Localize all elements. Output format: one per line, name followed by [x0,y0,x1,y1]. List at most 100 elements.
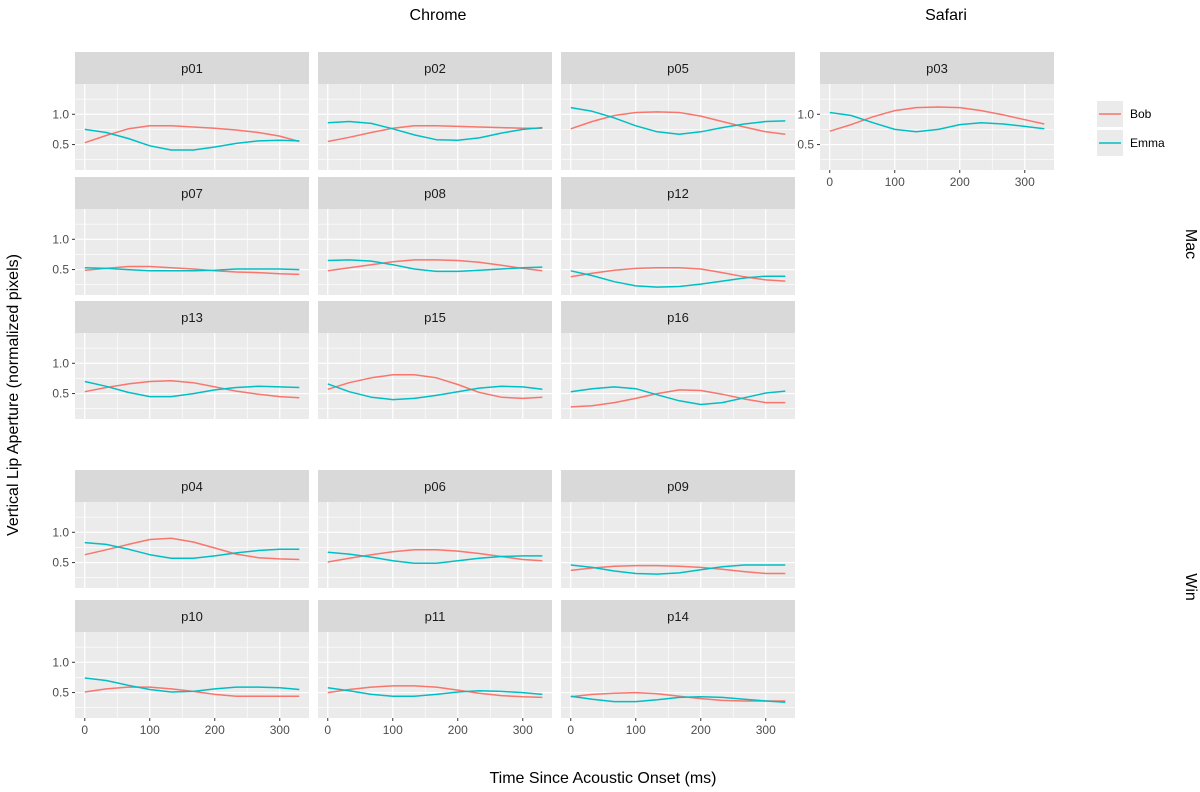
x-tick-label: 300 [756,723,776,737]
panel-p04: p04 0.5 1.0 [52,470,309,588]
y-tick-label: 1.0 [52,356,69,370]
panel-background [318,84,552,170]
panel-strip [75,301,309,333]
x-tick-label: 0 [826,175,833,189]
panel-title: p01 [181,61,203,76]
panel-p09: p09 [561,470,795,588]
panel-strip [75,470,309,502]
legend-label-emma: Emma [1130,136,1165,150]
panel-strip [318,177,552,209]
series-line-emma [327,551,543,564]
series-line-bob [829,106,1045,132]
column-group-label-safari: Safari [925,7,967,24]
panel-background [75,333,309,419]
panel-strip [318,600,552,632]
panel-strip [318,470,552,502]
panel-strip [561,301,795,333]
x-tick-label: 0 [567,723,574,737]
panel-title: p14 [667,609,689,624]
panel-title: p13 [181,310,203,325]
x-tick-label: 0 [324,723,331,737]
panel-title: p04 [181,479,203,494]
panel-background [561,632,795,718]
y-axis-title: Vertical Lip Aperture (normalized pixels… [5,254,22,536]
y-tick-label: 0.5 [52,387,69,401]
column-group-label-chrome: Chrome [410,7,467,24]
y-tick-label: 1.0 [52,107,69,121]
series-line-emma [327,120,543,142]
panel-background [318,502,552,588]
panel-p11: p11 0 100 200 300 [318,600,552,737]
panel-background [75,632,309,718]
y-tick-label: 0.5 [52,138,69,152]
panel-background [75,502,309,588]
panel-p10: p10 0.5 1.0 0 100 200 300 [52,600,309,737]
x-tick-label: 200 [950,175,970,189]
panel-title: p11 [425,609,446,624]
x-tick-label: 200 [448,723,468,737]
series-line-emma [84,128,300,151]
panel-background [318,209,552,295]
x-tick-label: 300 [1015,175,1035,189]
series-line-bob [570,111,786,136]
x-tick-label: 200 [205,723,225,737]
x-tick-label: 200 [691,723,711,737]
panel-title: p10 [181,609,203,624]
panel-p13: p13 0.5 1.0 [52,301,309,419]
panel-p05: p05 [561,52,795,170]
panel-background [318,333,552,419]
facet-panels: p01 0.5 1.0 p02 p05 p03 0.5 1.0 0 100 200 300 p07 0.5… [52,52,1054,737]
series-line-emma [327,686,543,697]
panel-strip [75,600,309,632]
panel-strip [561,470,795,502]
legend: Bob Emma [1097,101,1165,156]
panel-title: p08 [424,186,446,201]
x-axis-title: Time Since Acoustic Onset (ms) [489,770,716,787]
series-line-emma [327,383,543,401]
panel-p06: p06 [318,470,552,588]
y-tick-label: 1.0 [797,107,814,121]
panel-background [75,209,309,295]
panel-p12: p12 [561,177,795,295]
series-line-emma [570,106,786,136]
x-tick-label: 100 [140,723,160,737]
panel-p02: p02 [318,52,552,170]
panel-background [561,333,795,419]
series-line-bob [327,685,543,699]
panel-strip [75,52,309,84]
panel-p07: p07 0.5 1.0 [52,177,309,295]
panel-strip [318,52,552,84]
y-tick-label: 1.0 [52,525,69,539]
row-group-label-mac: Mac [1182,229,1199,259]
series-line-emma [327,259,543,273]
y-tick-label: 1.0 [52,655,69,669]
panel-strip [318,301,552,333]
y-tick-label: 0.5 [52,263,69,277]
y-tick-label: 0.5 [797,138,814,152]
panel-background [318,632,552,718]
series-line-emma [84,380,300,398]
x-tick-label: 300 [270,723,290,737]
panel-title: p15 [424,310,446,325]
series-line-emma [570,564,786,575]
panel-background [820,84,1054,170]
series-line-bob [570,564,786,575]
panel-title: p16 [667,310,689,325]
series-line-emma [829,111,1045,133]
panel-strip [561,600,795,632]
y-tick-label: 0.5 [52,686,69,700]
series-line-emma [84,266,300,272]
series-line-bob [327,374,543,400]
panel-background [561,84,795,170]
y-tick-label: 1.0 [52,232,69,246]
series-line-bob [84,537,300,561]
series-line-bob [84,125,300,144]
panel-p16: p16 [561,301,795,419]
panel-p03: p03 0.5 1.0 0 100 200 300 [797,52,1054,189]
panel-title: p03 [926,61,948,76]
panel-strip [561,52,795,84]
panel-p15: p15 [318,301,552,419]
panel-strip [561,177,795,209]
panel-title: p06 [424,479,446,494]
